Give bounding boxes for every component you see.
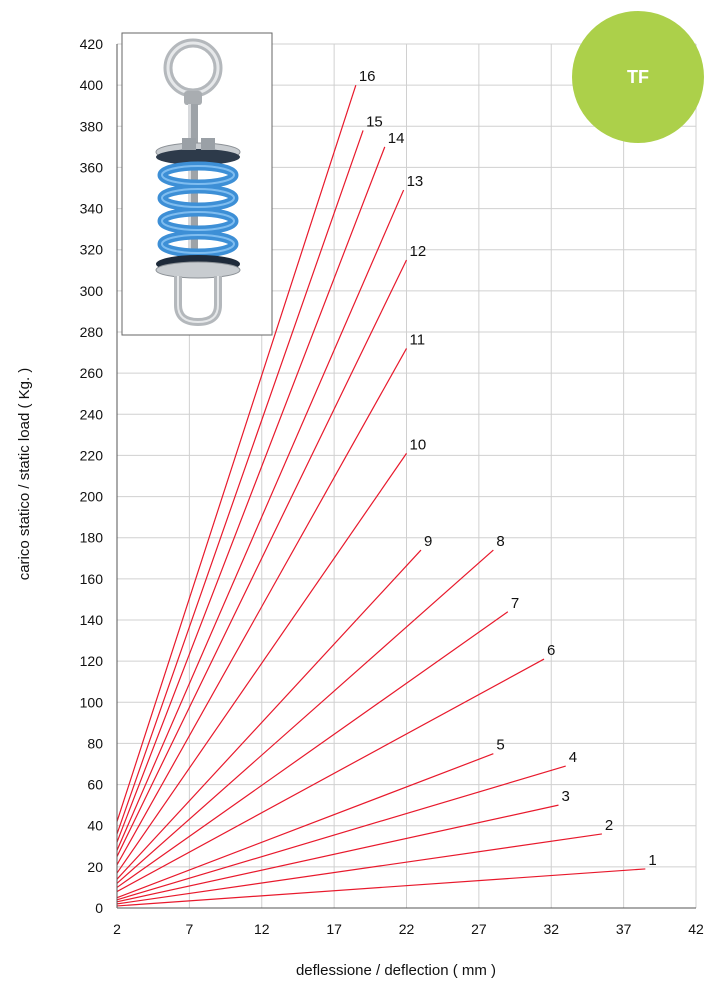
x-tick-label: 2	[113, 921, 121, 937]
series-line-11	[116, 348, 408, 866]
product-image-inset	[121, 32, 273, 336]
series-line-6	[116, 658, 545, 893]
y-tick-label: 120	[80, 653, 104, 669]
series-lines	[116, 84, 646, 907]
x-tick-label: 32	[543, 921, 559, 937]
y-tick-label: 380	[80, 118, 104, 134]
y-tick-label: 200	[80, 489, 104, 505]
series-label-3: 3	[561, 788, 569, 805]
y-tick-label: 80	[87, 735, 103, 751]
y-tick-label: 60	[87, 777, 103, 793]
x-tick-labels: 2 7 12 17 22 27 32 37 42	[113, 921, 704, 937]
series-line-9	[116, 549, 422, 880]
y-tick-label: 180	[80, 530, 104, 546]
y-tick-label: 160	[80, 571, 104, 587]
y-tick-label: 400	[80, 77, 104, 93]
y-tick-label: 100	[80, 694, 104, 710]
series-line-1	[116, 868, 646, 907]
series-label-2: 2	[605, 817, 613, 834]
x-tick-label: 17	[326, 921, 342, 937]
series-label-12: 12	[410, 243, 427, 260]
series-line-4	[116, 765, 566, 901]
y-tick-label: 420	[80, 36, 104, 52]
x-tick-label: 22	[399, 921, 415, 937]
series-label-8: 8	[496, 533, 504, 550]
series-label-5: 5	[496, 737, 504, 754]
series-label-9: 9	[424, 533, 432, 550]
y-tick-label: 140	[80, 612, 104, 628]
series-line-7	[116, 611, 509, 888]
x-tick-label: 42	[688, 921, 704, 937]
series-line-8	[116, 549, 494, 884]
series-label-13: 13	[407, 173, 424, 190]
series-line-15	[116, 130, 364, 835]
series-line-10	[116, 453, 407, 874]
series-label-10: 10	[410, 436, 427, 453]
series-label-15: 15	[366, 113, 383, 130]
y-tick-label: 240	[80, 406, 104, 422]
series-line-3	[116, 804, 559, 903]
series-label-1: 1	[648, 852, 656, 869]
badge-circle	[572, 11, 704, 143]
series-label-11: 11	[410, 331, 426, 348]
spring-isolator-icon	[155, 38, 241, 327]
series-line-2	[116, 833, 602, 905]
y-tick-label: 40	[87, 818, 103, 834]
x-tick-label: 37	[616, 921, 632, 937]
series-line-13	[116, 189, 405, 851]
y-tick-label: 340	[80, 201, 104, 217]
y-tick-labels: 0 20 40 60 80 100 120 140 160 180 200 220 240 260 280 3…	[80, 36, 104, 916]
series-label-7: 7	[511, 595, 519, 612]
y-tick-label: 20	[87, 859, 103, 875]
series-label-14: 14	[388, 130, 405, 147]
series-label-6: 6	[547, 642, 555, 659]
y-tick-label: 280	[80, 324, 104, 340]
y-tick-label: 220	[80, 447, 104, 463]
y-tick-label: 320	[80, 242, 104, 258]
series-line-16	[116, 84, 357, 822]
x-tick-label: 7	[185, 921, 193, 937]
y-tick-label: 300	[80, 283, 104, 299]
series-label-4: 4	[569, 749, 577, 766]
x-axis-title: deflessione / deflection ( mm )	[296, 962, 496, 979]
badge-label: TF	[627, 67, 649, 87]
x-tick-label: 12	[254, 921, 270, 937]
series-label-16: 16	[359, 68, 376, 85]
series-line-14	[116, 146, 386, 843]
tf-badge: TF	[572, 11, 704, 143]
series-line-12	[116, 259, 408, 857]
y-axis-title: carico statico / static load ( Kg. )	[16, 368, 33, 581]
series-line-5	[116, 753, 494, 899]
x-tick-label: 27	[471, 921, 487, 937]
y-tick-label: 360	[80, 159, 104, 175]
axes	[116, 44, 696, 909]
y-tick-label: 260	[80, 365, 104, 381]
y-tick-label: 0	[95, 900, 103, 916]
